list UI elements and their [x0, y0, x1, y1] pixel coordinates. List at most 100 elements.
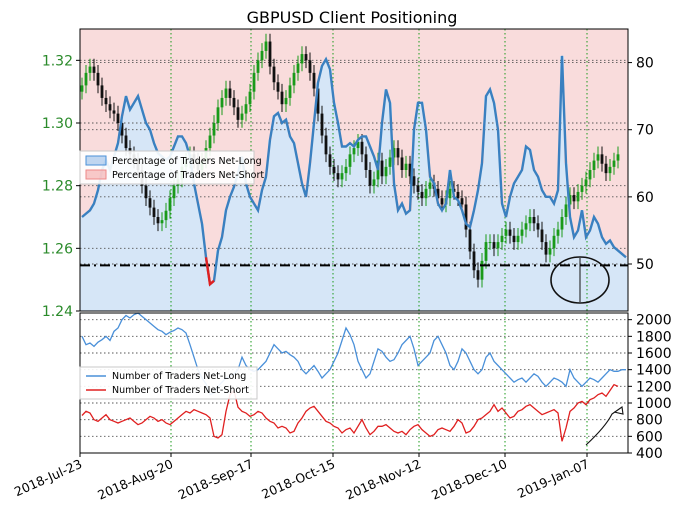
- price-candle-body-40: [240, 113, 244, 120]
- price-candle-body-56: [304, 54, 308, 61]
- net-long-fill-88: [432, 183, 437, 311]
- net-long-fill-46: [264, 176, 269, 311]
- net-short-fill-110: [520, 29, 525, 170]
- date-tick-label-4: 2018-Nov-12: [343, 456, 423, 503]
- price-candle-body-109: [516, 235, 520, 243]
- price-candle-body-84: [416, 185, 420, 192]
- price-candle-body-65: [340, 173, 344, 180]
- net-long-fill-96: [464, 223, 469, 311]
- net-short-fill-126: [584, 29, 589, 238]
- price-candle-body-10: [120, 123, 124, 136]
- net-short-fill-43: [252, 29, 257, 204]
- net-long-fill-11: [124, 96, 129, 312]
- price-candle-body-38: [232, 97, 236, 108]
- net-long-fill-6: [104, 159, 109, 311]
- net-long-fill-128: [592, 217, 597, 311]
- net-long-fill-124: [576, 230, 581, 311]
- pct-tick-label-2: 70: [636, 123, 654, 139]
- count-tick-label-6: 1600: [636, 346, 672, 362]
- net-long-fill-27: [188, 156, 193, 311]
- net-long-fill-61: [324, 59, 329, 311]
- price-candle-body-20: [160, 220, 164, 224]
- price-candle-body-52: [288, 85, 292, 98]
- net-short-fill-59: [316, 29, 321, 83]
- net-long-count-line: [81, 312, 626, 396]
- percent-net-long-line: [81, 55, 627, 287]
- net-long-fill-113: [532, 170, 537, 311]
- price-candle-body-104: [496, 242, 500, 249]
- net-short-fill-62: [328, 29, 333, 70]
- price-candle-body-108: [512, 235, 516, 243]
- net-long-fill-89: [436, 203, 441, 311]
- price-candle-body-123: [572, 195, 576, 202]
- date-tick-label-1: 2018-Aug-20: [95, 456, 175, 503]
- net-short-fill-72: [368, 29, 373, 147]
- net-long-fill-103: [492, 102, 497, 311]
- pct-tick-label-0: 50: [636, 257, 654, 273]
- net-long-fill-14: [136, 96, 141, 312]
- net-long-fill-28: [192, 183, 197, 311]
- net-short-fill-88: [432, 29, 437, 184]
- net-short-fill-99: [476, 29, 481, 191]
- net-short-fill-114: [536, 29, 541, 177]
- net-long-fill-1: [84, 213, 89, 311]
- net-long-fill-13: [132, 102, 137, 311]
- price-candle-body-115: [540, 229, 544, 243]
- price-candle-body-45: [260, 50, 264, 61]
- net-long-fill-81: [404, 213, 409, 311]
- net-long-fill-42: [248, 196, 253, 311]
- net-long-fill-47: [268, 139, 273, 311]
- net-short-fill-104: [496, 29, 501, 130]
- net-long-fill-17: [148, 129, 153, 311]
- net-long-fill-68: [352, 146, 357, 311]
- net-long-fill-100: [480, 163, 485, 311]
- price-candle-body-78: [392, 148, 396, 158]
- net-long-fill-51: [284, 119, 289, 312]
- price-candle-body-119: [556, 229, 560, 236]
- net-short-fill-70: [360, 29, 365, 137]
- net-short-fill-50: [280, 29, 285, 123]
- price-candle-body-9: [116, 113, 120, 123]
- net-short-fill-129: [596, 29, 601, 224]
- price-candle-body-75: [380, 160, 384, 177]
- annotation-arrow: [585, 406, 624, 446]
- price-candle-body-46: [264, 41, 268, 51]
- net-short-fill-57: [308, 29, 313, 164]
- net-long-fill-76: [384, 89, 389, 311]
- price-candle-body-133: [612, 160, 616, 167]
- price-candle-body-112: [528, 217, 532, 224]
- price-candle-body-105: [500, 235, 504, 243]
- net-long-fill-90: [440, 210, 445, 311]
- price-candle-body-41: [244, 104, 248, 114]
- price-candle-body-110: [520, 229, 524, 236]
- net-short-fill-23: [172, 29, 177, 147]
- count-tick-label-1: 600: [636, 429, 663, 445]
- net-long-fill-63: [332, 102, 337, 311]
- price-candle-body-6: [104, 97, 108, 105]
- net-long-fill-41: [244, 183, 249, 311]
- net-short-fill-115: [540, 29, 545, 191]
- price-candle-body-70: [360, 141, 364, 155]
- price-candle-body-106: [504, 229, 508, 236]
- price-candle-body-34: [216, 107, 220, 123]
- count-tick-label-2: 800: [636, 413, 663, 429]
- price-tick-label-2: 1.28: [42, 179, 73, 195]
- net-short-fill-2: [88, 29, 93, 211]
- net-short-fill-96: [464, 29, 469, 224]
- price-candle-body-81: [404, 163, 408, 170]
- price-candle-body-94: [456, 191, 460, 199]
- price-candle-body-11: [124, 135, 128, 149]
- price-candle-body-4: [96, 72, 100, 86]
- price-candle-body-117: [548, 248, 552, 255]
- count-tick-label-7: 1800: [636, 329, 672, 345]
- net-short-fill-103: [492, 29, 497, 103]
- net-long-fill-74: [376, 170, 381, 311]
- net-short-fill-94: [456, 29, 461, 201]
- net-short-fill-40: [240, 29, 245, 157]
- price-candle-body-60: [320, 113, 324, 136]
- net-short-fill-125: [580, 29, 585, 211]
- bottom-legend: Number of Traders Net-Long Number of Tra…: [79, 366, 258, 400]
- net-long-fill-127: [588, 230, 593, 311]
- price-candle-body-48: [272, 66, 276, 83]
